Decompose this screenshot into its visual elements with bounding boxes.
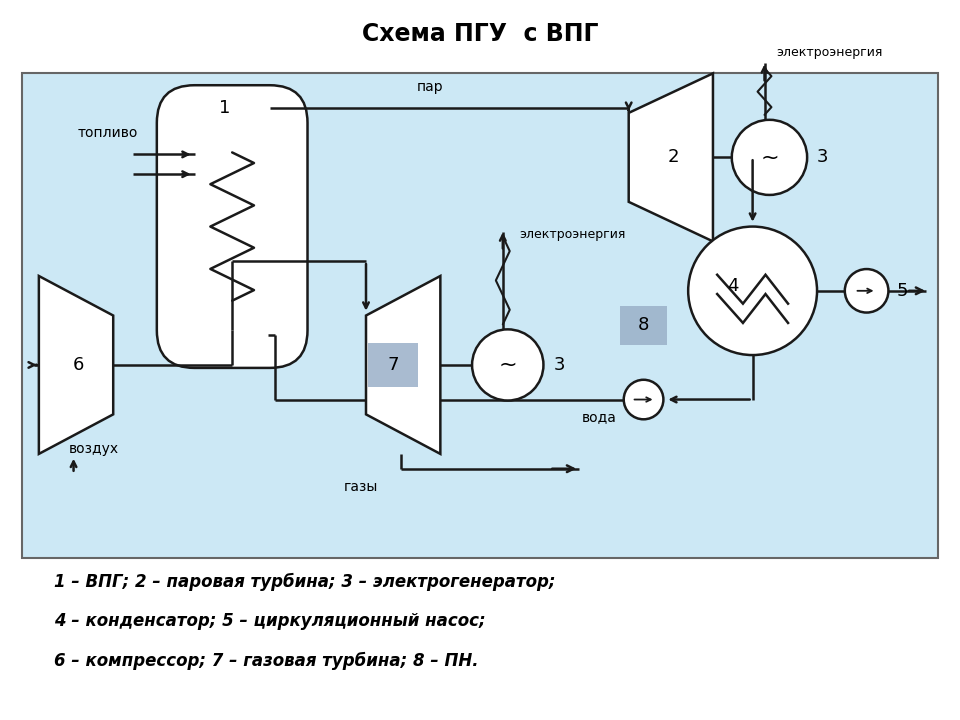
FancyBboxPatch shape	[22, 73, 938, 558]
Text: 7: 7	[387, 356, 398, 374]
Text: топливо: топливо	[78, 126, 138, 140]
FancyBboxPatch shape	[620, 305, 667, 345]
Text: ~: ~	[498, 355, 517, 375]
FancyBboxPatch shape	[368, 343, 418, 387]
Text: ~: ~	[760, 148, 779, 167]
Text: газы: газы	[344, 480, 378, 493]
Text: пар: пар	[418, 80, 444, 94]
Polygon shape	[629, 73, 713, 241]
Text: 4: 4	[727, 277, 738, 295]
Text: 2: 2	[667, 148, 679, 166]
Text: 8: 8	[637, 316, 649, 334]
Circle shape	[472, 329, 543, 400]
Text: Схема ПГУ  с ВПГ: Схема ПГУ с ВПГ	[362, 22, 598, 46]
Text: 1: 1	[219, 99, 230, 117]
Text: 4 – конденсатор; 5 – циркуляционный насос;: 4 – конденсатор; 5 – циркуляционный насо…	[54, 612, 486, 630]
Text: 6: 6	[73, 356, 84, 374]
Circle shape	[624, 379, 663, 419]
Text: электроэнергия: электроэнергия	[776, 45, 882, 58]
Circle shape	[845, 269, 888, 312]
Text: 1 – ВПГ; 2 – паровая турбина; 3 – электрогенератор;: 1 – ВПГ; 2 – паровая турбина; 3 – электр…	[54, 572, 555, 590]
Polygon shape	[38, 276, 113, 454]
Text: электроэнергия: электроэнергия	[519, 228, 625, 241]
Polygon shape	[366, 276, 441, 454]
Text: вода: вода	[582, 410, 616, 424]
Text: воздух: воздух	[68, 442, 118, 456]
Circle shape	[732, 120, 807, 195]
FancyBboxPatch shape	[156, 85, 307, 368]
Text: 5: 5	[897, 282, 908, 300]
Circle shape	[688, 227, 817, 355]
Text: 3: 3	[817, 148, 828, 166]
Text: 3: 3	[553, 356, 564, 374]
Text: 6 – компрессор; 7 – газовая турбина; 8 – ПН.: 6 – компрессор; 7 – газовая турбина; 8 –…	[54, 652, 478, 670]
